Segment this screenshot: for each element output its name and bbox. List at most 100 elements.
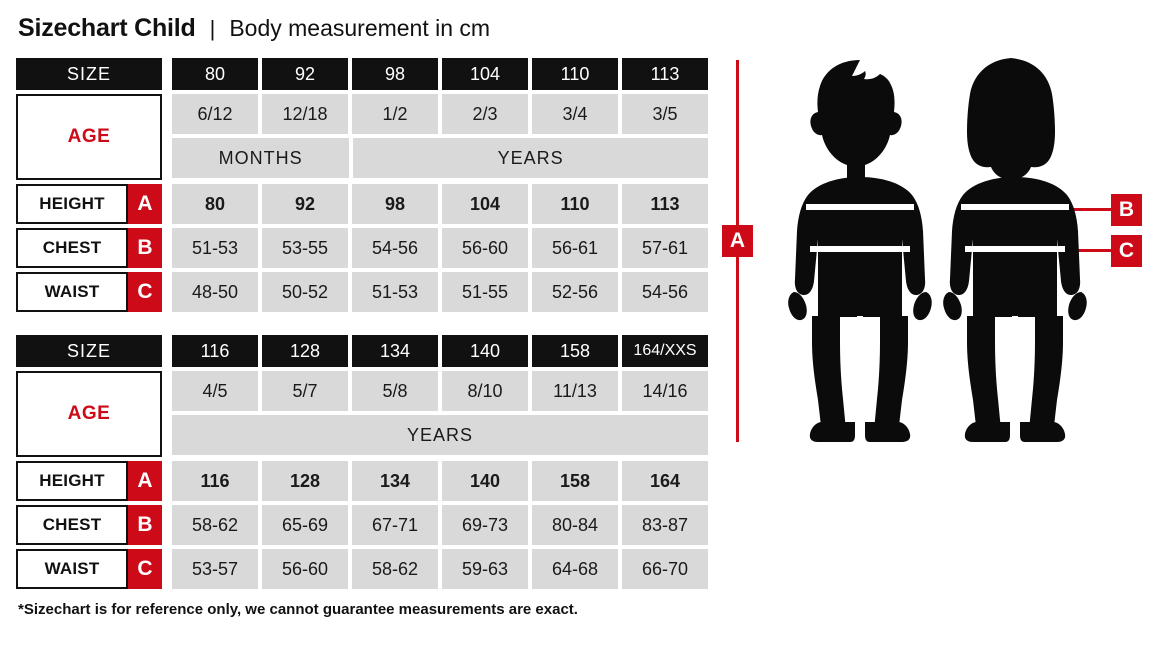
chest-cell: 56-61	[532, 228, 618, 268]
measurement-figure-panel: A B C	[715, 52, 1169, 452]
size-cell: 80	[172, 58, 258, 90]
chest-cell: 54-56	[352, 228, 438, 268]
age-cell: 12/18	[262, 94, 348, 134]
waist-cells: 53-57 56-60 58-62 59-63 64-68 66-70	[172, 549, 708, 589]
waist-measure-line	[1065, 249, 1113, 252]
chest-cell: 67-71	[352, 505, 438, 545]
chest-cell: 69-73	[442, 505, 528, 545]
label-height: HEIGHT	[16, 184, 128, 224]
chest-cell: 65-69	[262, 505, 348, 545]
marker-a-icon: A	[722, 225, 753, 257]
chest-band	[806, 204, 914, 210]
label-chest: CHEST	[16, 228, 128, 268]
age-values-row: 6/12 12/18 1/2 2/3 3/4 3/5	[172, 94, 708, 134]
size-cell: 164/XXS	[622, 335, 708, 367]
table-row: WAIST C 48-50 50-52 51-53 51-55 52-56 54…	[16, 272, 708, 312]
table-row: CHEST B 58-62 65-69 67-71 69-73 80-84 83…	[16, 505, 708, 545]
size-cell: 104	[442, 58, 528, 90]
age-cells-stack: 6/12 12/18 1/2 2/3 3/4 3/5 MONTHS YEARS	[172, 94, 708, 180]
size-header-cells: 80 92 98 104 110 113	[172, 58, 708, 90]
label-size: SIZE	[16, 58, 162, 90]
page-title-main: Sizechart Child	[18, 14, 196, 42]
height-cell: 116	[172, 461, 258, 501]
waist-cell: 48-50	[172, 272, 258, 312]
chest-band	[961, 204, 1069, 210]
row-label-chest: CHEST B	[16, 505, 162, 545]
height-cell: 128	[262, 461, 348, 501]
boy-silhouette-icon	[788, 60, 932, 442]
waist-cell: 66-70	[622, 549, 708, 589]
age-values-row: 4/5 5/7 5/8 8/10 11/13 14/16	[172, 371, 708, 411]
size-cell: 134	[352, 335, 438, 367]
height-cell: 104	[442, 184, 528, 224]
height-cell: 113	[622, 184, 708, 224]
row-label-chest: CHEST B	[16, 228, 162, 268]
age-cell: 8/10	[442, 371, 528, 411]
badge-b-icon: B	[128, 505, 162, 545]
size-cell: 110	[532, 58, 618, 90]
marker-b-icon: B	[1111, 194, 1142, 226]
badge-a-icon: A	[128, 461, 162, 501]
chest-cell: 51-53	[172, 228, 258, 268]
height-cell: 140	[442, 461, 528, 501]
age-cell: 5/7	[262, 371, 348, 411]
marker-c-icon: C	[1111, 235, 1142, 267]
waist-cell: 58-62	[352, 549, 438, 589]
badge-b-icon: B	[128, 228, 162, 268]
table-row: HEIGHT A 116 128 134 140 158 164	[16, 461, 708, 501]
height-cell: 80	[172, 184, 258, 224]
age-cell: 1/2	[352, 94, 438, 134]
row-label-age: AGE	[16, 94, 162, 180]
label-age: AGE	[16, 371, 162, 457]
footnote-disclaimer: *Sizechart is for reference only, we can…	[18, 601, 578, 618]
row-label-waist: WAIST C	[16, 549, 162, 589]
label-age: AGE	[16, 94, 162, 180]
table-row: AGE 4/5 5/7 5/8 8/10 11/13 14/16 YEARS	[16, 371, 708, 457]
row-label-height: HEIGHT A	[16, 184, 162, 224]
size-cell: 92	[262, 58, 348, 90]
sizechart-table-small: SIZE 80 92 98 104 110 113 AGE 6/12 12/18…	[16, 58, 708, 312]
age-units-row: MONTHS YEARS	[172, 138, 708, 178]
page-title-subtitle: Body measurement in cm	[229, 15, 491, 41]
table-row: CHEST B 51-53 53-55 54-56 56-60 56-61 57…	[16, 228, 708, 268]
age-cell: 3/5	[622, 94, 708, 134]
age-cell: 11/13	[532, 371, 618, 411]
height-cell: 110	[532, 184, 618, 224]
waist-cell: 52-56	[532, 272, 618, 312]
badge-c-icon: C	[128, 549, 162, 589]
row-label-size: SIZE	[16, 335, 162, 367]
chest-cell: 83-87	[622, 505, 708, 545]
label-waist: WAIST	[16, 272, 128, 312]
age-cell: 14/16	[622, 371, 708, 411]
waist-band	[965, 246, 1065, 252]
size-header-cells: 116 128 134 140 158 164/XXS	[172, 335, 708, 367]
height-cell: 164	[622, 461, 708, 501]
waist-cell: 54-56	[622, 272, 708, 312]
height-cell: 98	[352, 184, 438, 224]
waist-cells: 48-50 50-52 51-53 51-55 52-56 54-56	[172, 272, 708, 312]
age-unit-years: YEARS	[172, 415, 708, 455]
title-separator: |	[209, 16, 216, 41]
chest-cell: 80-84	[532, 505, 618, 545]
age-cell: 3/4	[532, 94, 618, 134]
label-chest: CHEST	[16, 505, 128, 545]
row-label-height: HEIGHT A	[16, 461, 162, 501]
chest-cell: 57-61	[622, 228, 708, 268]
label-size: SIZE	[16, 335, 162, 367]
size-cell: 128	[262, 335, 348, 367]
size-cell: 140	[442, 335, 528, 367]
table-row: AGE 6/12 12/18 1/2 2/3 3/4 3/5 MONTHS YE…	[16, 94, 708, 180]
row-label-size: SIZE	[16, 58, 162, 90]
row-label-waist: WAIST C	[16, 272, 162, 312]
age-cells-stack: 4/5 5/7 5/8 8/10 11/13 14/16 YEARS	[172, 371, 708, 457]
waist-cell: 64-68	[532, 549, 618, 589]
age-cell: 4/5	[172, 371, 258, 411]
waist-cell: 51-55	[442, 272, 528, 312]
size-cell: 98	[352, 58, 438, 90]
height-cell: 92	[262, 184, 348, 224]
chest-cells: 58-62 65-69 67-71 69-73 80-84 83-87	[172, 505, 708, 545]
girl-silhouette-icon	[943, 58, 1087, 442]
size-cell: 116	[172, 335, 258, 367]
table-row: HEIGHT A 80 92 98 104 110 113	[16, 184, 708, 224]
chest-cells: 51-53 53-55 54-56 56-60 56-61 57-61	[172, 228, 708, 268]
